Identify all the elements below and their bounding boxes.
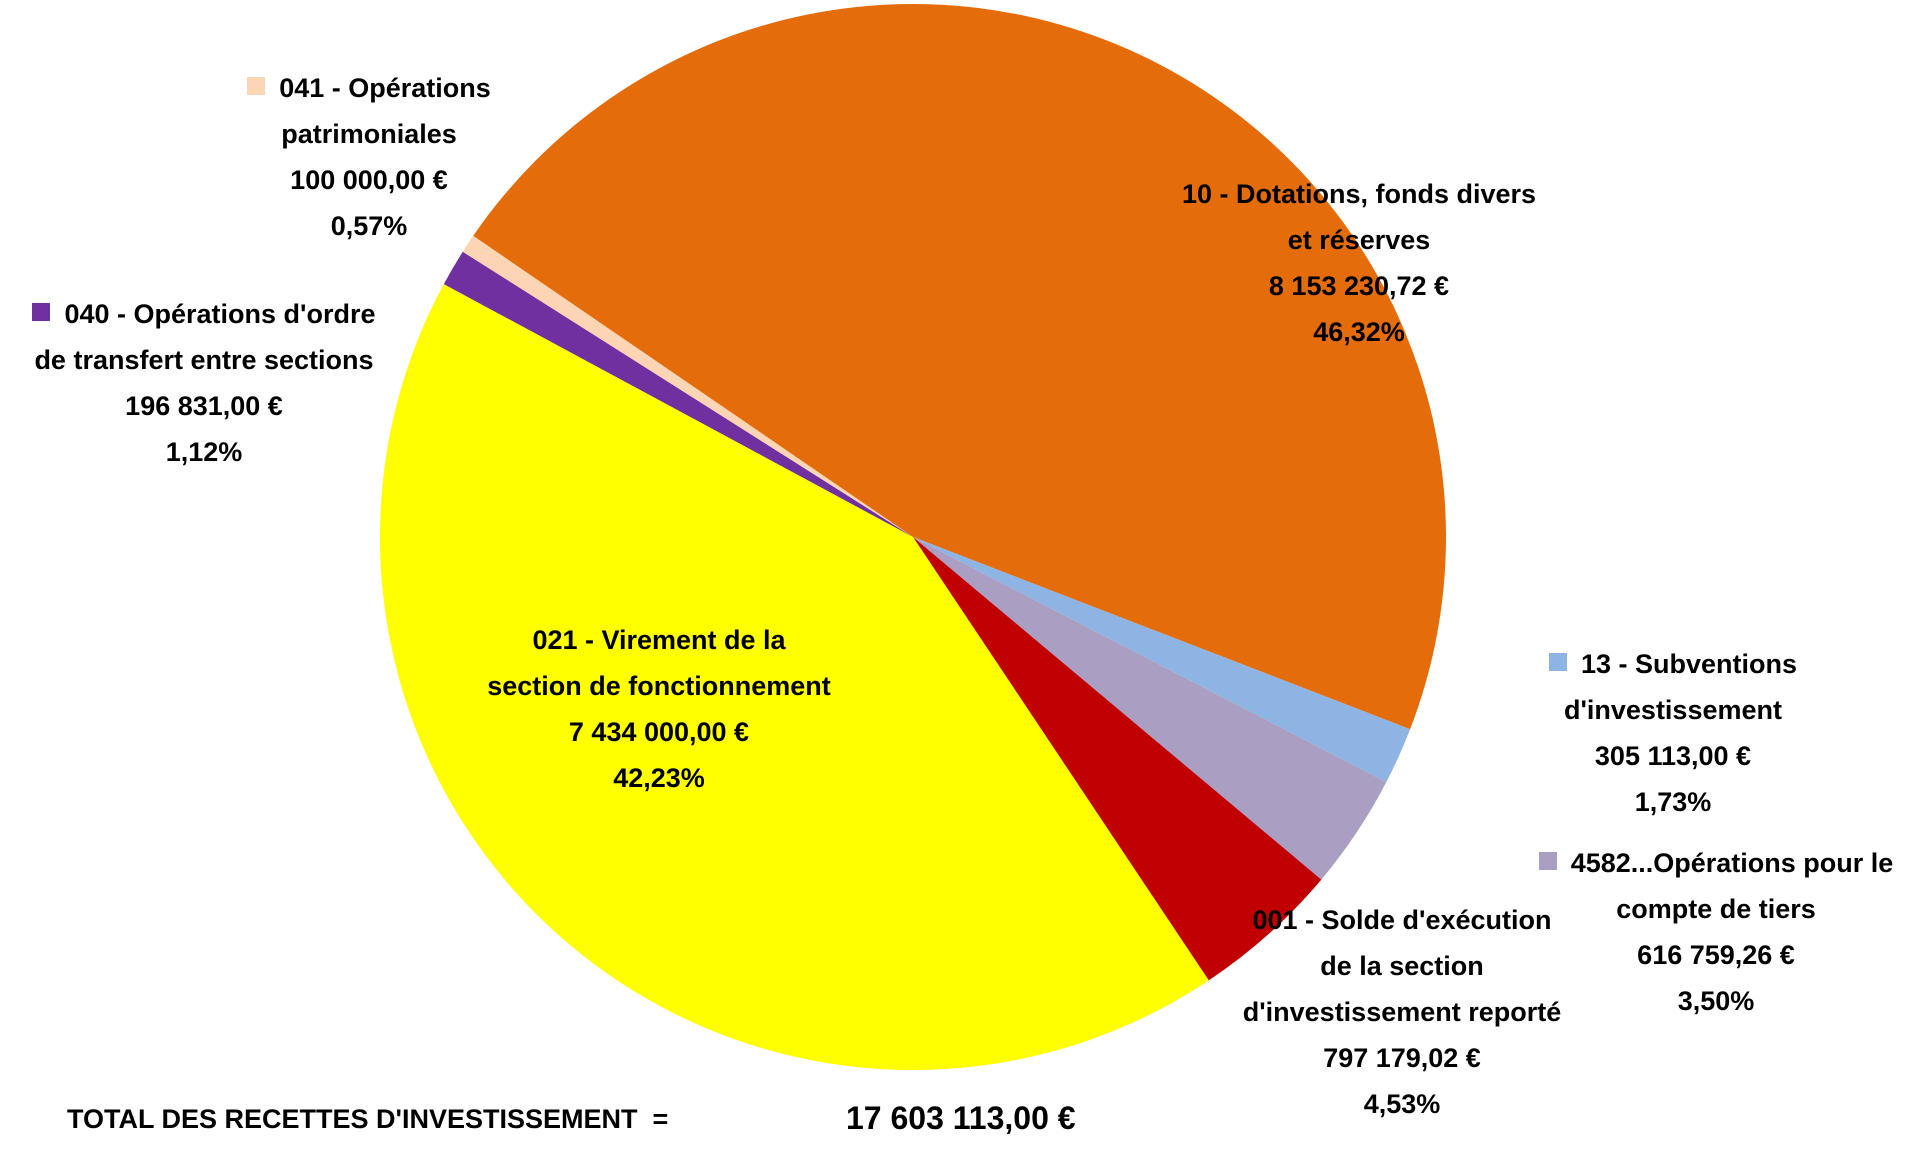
category-label: 041 - Opérations patrimoniales [279, 73, 491, 149]
value-label: 8 153 230,72 € [1268, 271, 1450, 301]
slice-label: 4582...Opérations pour le compte de tier… [1516, 840, 1905, 1024]
percentage-label: 0,57% [330, 211, 408, 241]
legend-marker [1538, 852, 1557, 870]
percentage-label: 4,53% [1363, 1089, 1441, 1119]
slice-name: 4582...Opérations pour le compte de tier… [1516, 840, 1905, 932]
legend-marker [32, 303, 51, 321]
category-label: 040 - Opérations d'ordre de transfert en… [34, 299, 376, 375]
value-label: 7 434 000,00 € [568, 717, 750, 747]
pie-slice [913, 537, 1322, 981]
slice-name: 021 - Virement de la section de fonction… [484, 617, 834, 709]
category-label: 001 - Solde d'exécution de la section d'… [1242, 905, 1562, 1027]
slice-name: 041 - Opérations patrimoniales [209, 65, 529, 157]
value-label: 305 113,00 € [1594, 741, 1752, 771]
legend-marker [1548, 653, 1567, 671]
pie-slice [380, 284, 1209, 1070]
total-value: 17 603 113,00 € [846, 1100, 1076, 1136]
percentage-label: 3,50% [1677, 986, 1755, 1016]
percentage-label: 1,73% [1634, 787, 1712, 817]
category-label: 10 - Dotations, fonds divers et réserves [1181, 179, 1537, 255]
category-label: 021 - Virement de la section de fonction… [487, 625, 831, 701]
total-label: TOTAL DES RECETTES D'INVESTISSEMENT = [67, 1104, 669, 1134]
slice-name: 001 - Solde d'exécution de la section d'… [1237, 897, 1567, 1035]
slice-name: 10 - Dotations, fonds divers et réserves [1169, 171, 1549, 263]
category-label: 13 - Subventions d'investissement [1563, 649, 1798, 725]
percentage-label: 42,23% [613, 763, 705, 793]
value-label: 196 831,00 € [125, 391, 283, 421]
value-label: 100 000,00 € [290, 165, 448, 195]
pie-slice [443, 251, 913, 537]
slice-label: 13 - Subventions d'investissement 305 113… [1508, 641, 1838, 825]
slice-label: 001 - Solde d'exécution de la section d'… [1237, 897, 1567, 1127]
legend-marker [247, 77, 266, 95]
slice-name: 040 - Opérations d'ordre de transfert en… [29, 291, 379, 383]
value-label: 797 179,02 € [1323, 1043, 1481, 1073]
pie-slice [462, 235, 913, 537]
value-label: 616 759,26 € [1637, 940, 1795, 970]
slice-label: 10 - Dotations, fonds divers et réserves… [1169, 171, 1549, 355]
pie-slice [473, 4, 1447, 730]
percentage-label: 1,12% [165, 437, 243, 467]
percentage-label: 46,32% [1313, 317, 1405, 347]
pie-slice [913, 537, 1411, 783]
pie-slice [913, 537, 1387, 880]
slice-label: 040 - Opérations d'ordre de transfert en… [29, 291, 379, 475]
slice-label: 021 - Virement de la section de fonction… [484, 617, 834, 801]
slice-name: 13 - Subventions d'investissement [1508, 641, 1838, 733]
category-label: 4582...Opérations pour le compte de tier… [1570, 848, 1894, 924]
slice-label: 041 - Opérations patrimoniales 100 000,00… [209, 65, 529, 249]
